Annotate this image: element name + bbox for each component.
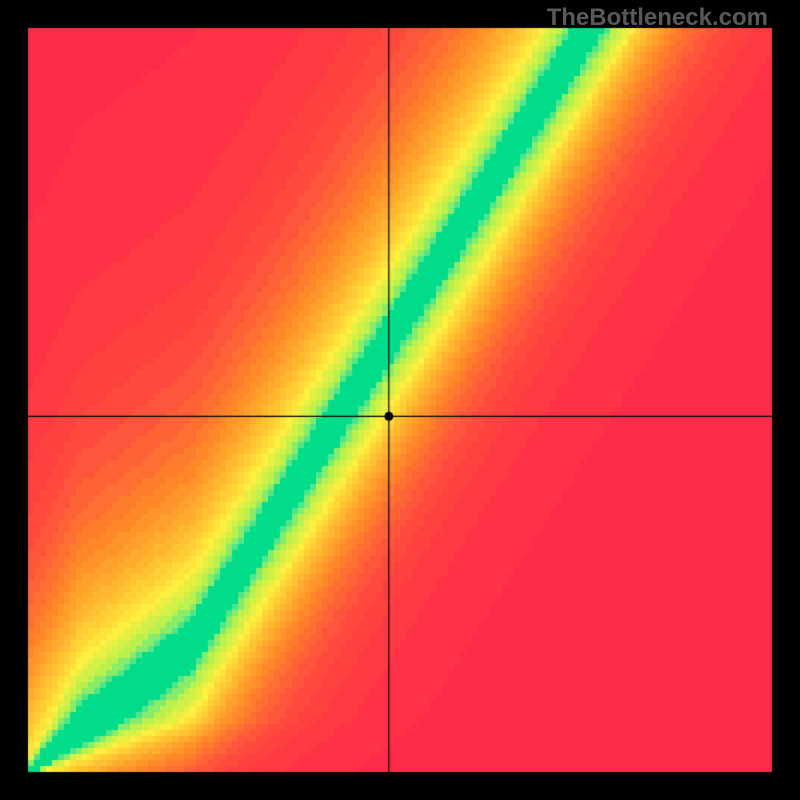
chart-container: TheBottleneck.com: [0, 0, 800, 800]
bottleneck-heatmap: [0, 0, 800, 800]
watermark-text: TheBottleneck.com: [547, 4, 768, 32]
